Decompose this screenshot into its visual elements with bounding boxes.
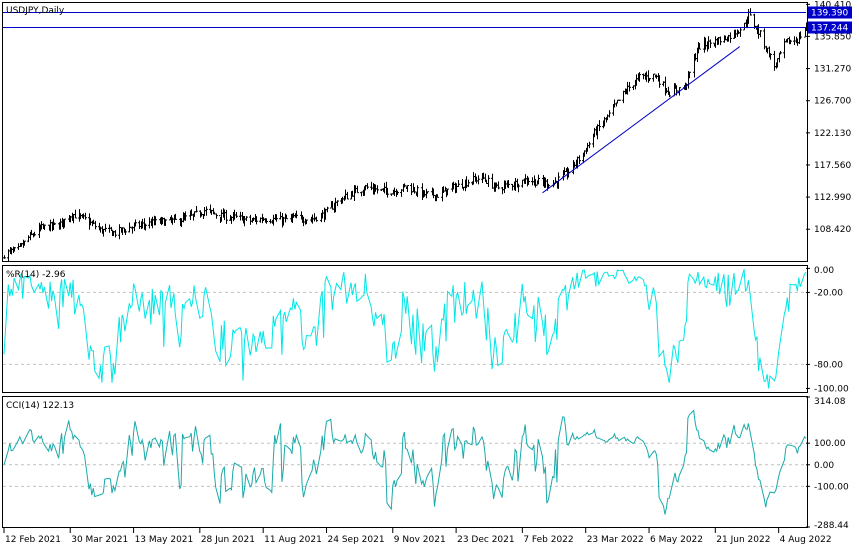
time-tick-label: 12 Feb 2021 <box>5 535 61 545</box>
indicator-tick-label: -100.00 <box>814 482 849 492</box>
time-tick-label: 28 Jun 2021 <box>201 535 255 545</box>
wpr-panel[interactable] <box>2 265 808 393</box>
time-tick-label: 6 May 2022 <box>650 535 703 545</box>
wpr-group: 0.00 -20.00 -80.00 -100.00 <box>3 266 849 394</box>
chart-title: USDJPY,Daily <box>6 6 65 16</box>
price-tick-label: 122.130 <box>814 129 851 139</box>
price-tick-label: 126.700 <box>814 97 851 107</box>
price-line-tag <box>808 21 852 34</box>
time-tick-label: 4 Aug 2022 <box>780 535 832 545</box>
indicator-line <box>3 269 807 389</box>
indicator-tick-label: 314.08 <box>814 397 846 407</box>
time-tick-label: 23 Dec 2021 <box>457 535 514 545</box>
price-tick-label: 108.420 <box>814 225 851 235</box>
price-tick-label: 140.410 <box>814 0 851 10</box>
time-tick-label: 7 Feb 2022 <box>523 535 573 545</box>
trendline[interactable] <box>542 46 741 194</box>
time-tick-label: 24 Sep 2021 <box>328 535 385 545</box>
indicator-line <box>3 409 807 515</box>
cci-title: CCI(14) 122.13 <box>6 401 74 411</box>
indicator-tick-label: 100.00 <box>814 439 846 449</box>
time-axis: 12 Feb 2021 30 Mar 2021 13 May 2021 28 Jun … <box>3 528 832 545</box>
wpr-title: %R(14) -2.96 <box>6 270 66 280</box>
price-line-tag-label: 139.390 <box>811 9 848 19</box>
price-line-tag <box>808 6 852 19</box>
price-line-tag-label: 137.244 <box>811 24 848 34</box>
cci-group: 314.08 100.00 0.00 -100.00 -288.44 <box>3 396 849 531</box>
price-tick-label: 117.560 <box>814 161 851 171</box>
time-tick-label: 9 Nov 2021 <box>394 535 446 545</box>
indicator-tick-label: 0.00 <box>814 461 834 471</box>
indicator-tick-label: -288.44 <box>814 521 849 531</box>
time-tick-label: 21 Jun 2022 <box>716 535 770 545</box>
price-bars-group <box>3 8 808 262</box>
time-tick-label: 30 Mar 2021 <box>71 535 128 545</box>
indicator-tick-label: -80.00 <box>814 360 843 370</box>
indicator-tick-label: 0.00 <box>814 266 834 276</box>
price-tick-label: 135.850 <box>814 32 851 42</box>
time-tick-label: 11 Aug 2021 <box>264 535 322 545</box>
price-tick-label: 131.270 <box>814 65 851 75</box>
price-panel[interactable] <box>2 2 808 262</box>
indicator-tick-label: -20.00 <box>814 288 843 298</box>
price-tick-label: 112.990 <box>814 193 851 203</box>
cci-panel[interactable] <box>2 396 808 528</box>
indicator-tick-label: -100.00 <box>814 384 849 394</box>
price-axis: 140.410 135.850 131.270 126.700 122.130 117.5… <box>806 0 852 235</box>
time-tick-label: 23 Mar 2022 <box>587 535 644 545</box>
time-tick-label: 13 May 2021 <box>135 535 194 545</box>
